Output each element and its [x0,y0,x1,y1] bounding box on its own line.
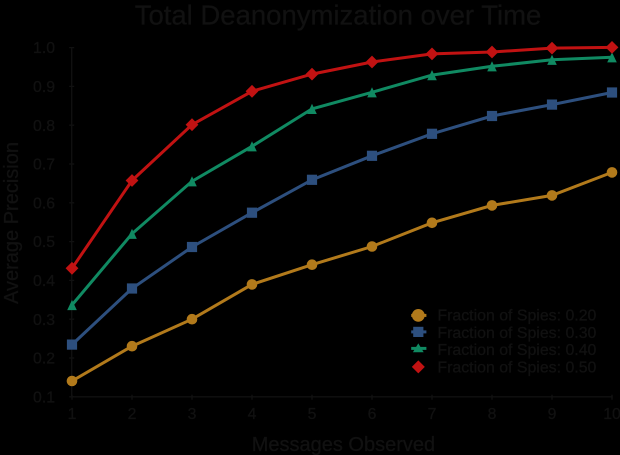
svg-text:Fraction of Spies: 0.30: Fraction of Spies: 0.30 [437,325,596,342]
svg-text:3: 3 [188,406,197,423]
svg-text:1.0: 1.0 [33,40,55,57]
svg-text:0.6: 0.6 [33,195,55,212]
svg-text:2: 2 [128,406,137,423]
svg-text:Fraction of Spies: 0.40: Fraction of Spies: 0.40 [437,342,596,359]
svg-text:0.9: 0.9 [33,79,55,96]
svg-text:7: 7 [428,406,437,423]
svg-text:Total Deanonymization over Tim: Total Deanonymization over Time [135,0,542,31]
svg-text:6: 6 [368,406,377,423]
svg-text:0.8: 0.8 [33,118,55,135]
svg-text:Messages Observed: Messages Observed [252,434,435,455]
svg-text:9: 9 [548,406,557,423]
svg-text:0.3: 0.3 [33,312,55,329]
svg-text:0.1: 0.1 [33,389,55,406]
svg-text:1: 1 [68,406,77,423]
svg-text:0.2: 0.2 [33,351,55,368]
svg-text:0.7: 0.7 [33,157,55,174]
svg-text:Fraction of Spies: 0.50: Fraction of Spies: 0.50 [437,359,596,376]
svg-text:0.4: 0.4 [33,273,55,290]
svg-text:4: 4 [248,406,257,423]
svg-text:5: 5 [308,406,317,423]
svg-text:10: 10 [603,406,620,423]
svg-text:0.5: 0.5 [33,234,55,251]
svg-text:8: 8 [488,406,497,423]
svg-text:Average Precision: Average Precision [1,142,23,304]
svg-text:Fraction of Spies: 0.20: Fraction of Spies: 0.20 [437,308,596,325]
